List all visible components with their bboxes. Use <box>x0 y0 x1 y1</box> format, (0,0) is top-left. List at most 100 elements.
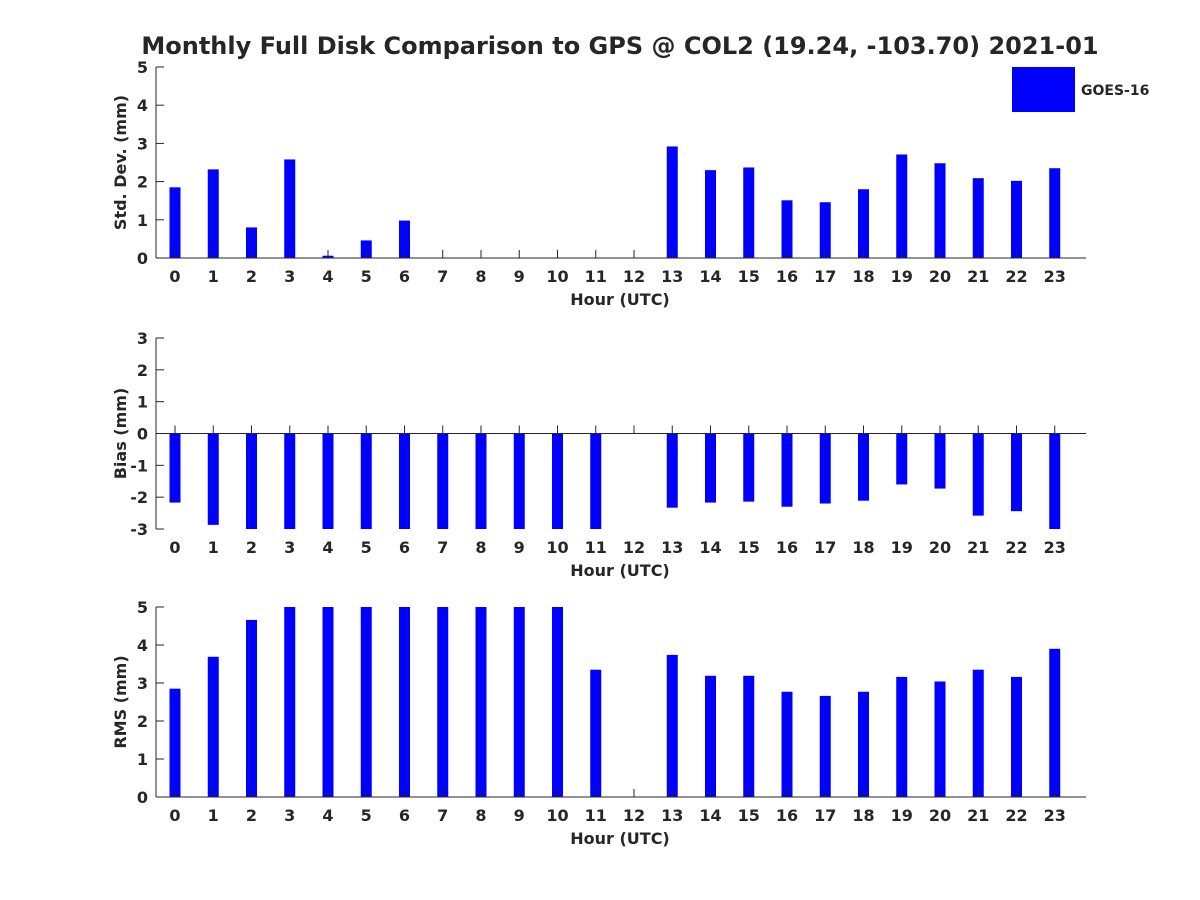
x-tick-label: 20 <box>929 806 951 825</box>
bar-hour-3 <box>284 159 296 258</box>
bar-hour-17 <box>819 695 831 797</box>
bar-hour-6 <box>399 220 410 258</box>
x-tick-label: 1 <box>208 267 219 286</box>
x-tick-label: 4 <box>322 267 333 286</box>
y-axis-label: RMS (mm) <box>111 655 130 748</box>
bar-hour-10 <box>552 433 563 529</box>
legend-label: GOES-16 <box>1081 83 1149 99</box>
x-tick-label: 22 <box>1005 267 1027 286</box>
bar-hour-3 <box>284 607 296 797</box>
bar-hour-20 <box>934 433 946 489</box>
x-tick-label: 7 <box>437 538 448 557</box>
x-tick-label: 6 <box>399 267 410 286</box>
y-axis-label: Std. Dev. (mm) <box>111 95 130 230</box>
y-tick-label: 3 <box>137 134 148 153</box>
bar-hour-23 <box>1049 433 1061 529</box>
legend-swatch <box>1012 67 1075 112</box>
y-tick-label: 4 <box>137 96 148 115</box>
x-tick-label: 9 <box>514 538 525 557</box>
x-tick-label: 12 <box>623 267 645 286</box>
bar-hour-18 <box>858 433 869 501</box>
x-tick-label: 16 <box>776 267 798 286</box>
x-tick-label: 7 <box>437 806 448 825</box>
x-tick-label: 2 <box>246 538 257 557</box>
x-tick-label: 18 <box>852 806 874 825</box>
x-tick-label: 14 <box>699 538 721 557</box>
bar-hour-0 <box>169 187 181 258</box>
bar-hour-7 <box>437 607 449 797</box>
bar-hour-20 <box>934 163 946 258</box>
bar-hour-9 <box>513 433 525 529</box>
y-tick-label: 2 <box>137 361 148 380</box>
x-tick-label: 14 <box>699 806 721 825</box>
bar-hour-4 <box>322 607 334 797</box>
bar-hour-16 <box>781 200 793 258</box>
bar-hour-18 <box>858 691 869 797</box>
bar-hour-14 <box>705 433 716 503</box>
bar-hour-13 <box>666 433 678 508</box>
bar-hour-10 <box>552 607 563 797</box>
x-tick-label: 11 <box>585 538 607 557</box>
x-tick-label: 17 <box>814 538 836 557</box>
x-tick-label: 8 <box>475 267 486 286</box>
bar-hour-15 <box>743 433 755 502</box>
y-tick-label: -2 <box>130 488 148 507</box>
bar-hour-21 <box>972 669 984 797</box>
x-tick-label: 7 <box>437 267 448 286</box>
bar-hour-2 <box>246 433 257 529</box>
bar-hour-16 <box>781 433 793 507</box>
bar-hour-2 <box>246 619 257 797</box>
y-tick-label: 5 <box>137 58 148 77</box>
bar-hour-23 <box>1049 648 1061 797</box>
x-tick-label: 20 <box>929 267 951 286</box>
bar-hour-16 <box>781 691 793 797</box>
y-tick-label: 1 <box>137 750 148 769</box>
x-tick-label: 12 <box>623 806 645 825</box>
bar-hour-3 <box>284 433 296 529</box>
x-tick-label: 8 <box>475 538 486 557</box>
bar-hour-15 <box>743 675 755 797</box>
bar-hour-19 <box>896 433 908 485</box>
x-tick-label: 11 <box>585 267 607 286</box>
bar-hour-23 <box>1049 168 1061 258</box>
y-tick-label: 3 <box>137 674 148 693</box>
y-tick-label: 0 <box>137 788 148 807</box>
bar-hour-1 <box>207 169 219 258</box>
bar-hour-6 <box>399 607 410 797</box>
y-axis-label: Bias (mm) <box>111 388 130 480</box>
x-axis-label: Hour (UTC) <box>570 290 670 309</box>
x-tick-label: 13 <box>661 538 683 557</box>
bar-hour-0 <box>169 433 181 503</box>
bar-hour-8 <box>475 607 487 797</box>
x-axis-label: Hour (UTC) <box>570 829 670 848</box>
x-tick-label: 21 <box>967 538 989 557</box>
x-tick-label: 23 <box>1044 538 1066 557</box>
bar-hour-22 <box>1011 676 1022 797</box>
x-tick-label: 11 <box>585 806 607 825</box>
bar-hour-5 <box>360 433 372 529</box>
bar-hour-1 <box>207 656 219 797</box>
x-tick-label: 18 <box>852 538 874 557</box>
bar-hour-9 <box>513 607 525 797</box>
x-tick-label: 3 <box>284 538 295 557</box>
x-tick-label: 6 <box>399 806 410 825</box>
bar-hour-11 <box>590 669 602 797</box>
x-tick-label: 4 <box>322 806 333 825</box>
x-tick-label: 15 <box>738 806 760 825</box>
x-tick-label: 5 <box>361 538 372 557</box>
x-tick-label: 15 <box>738 267 760 286</box>
x-tick-label: 23 <box>1044 267 1066 286</box>
y-tick-label: 2 <box>137 712 148 731</box>
y-tick-label: 3 <box>137 329 148 348</box>
x-tick-label: 1 <box>208 538 219 557</box>
x-tick-label: 9 <box>514 806 525 825</box>
x-tick-label: 6 <box>399 538 410 557</box>
bar-hour-21 <box>972 433 984 516</box>
legend: GOES-16 <box>1012 67 1149 112</box>
y-tick-label: 0 <box>137 425 148 444</box>
y-tick-label: 1 <box>137 393 148 412</box>
y-tick-label: 1 <box>137 211 148 230</box>
